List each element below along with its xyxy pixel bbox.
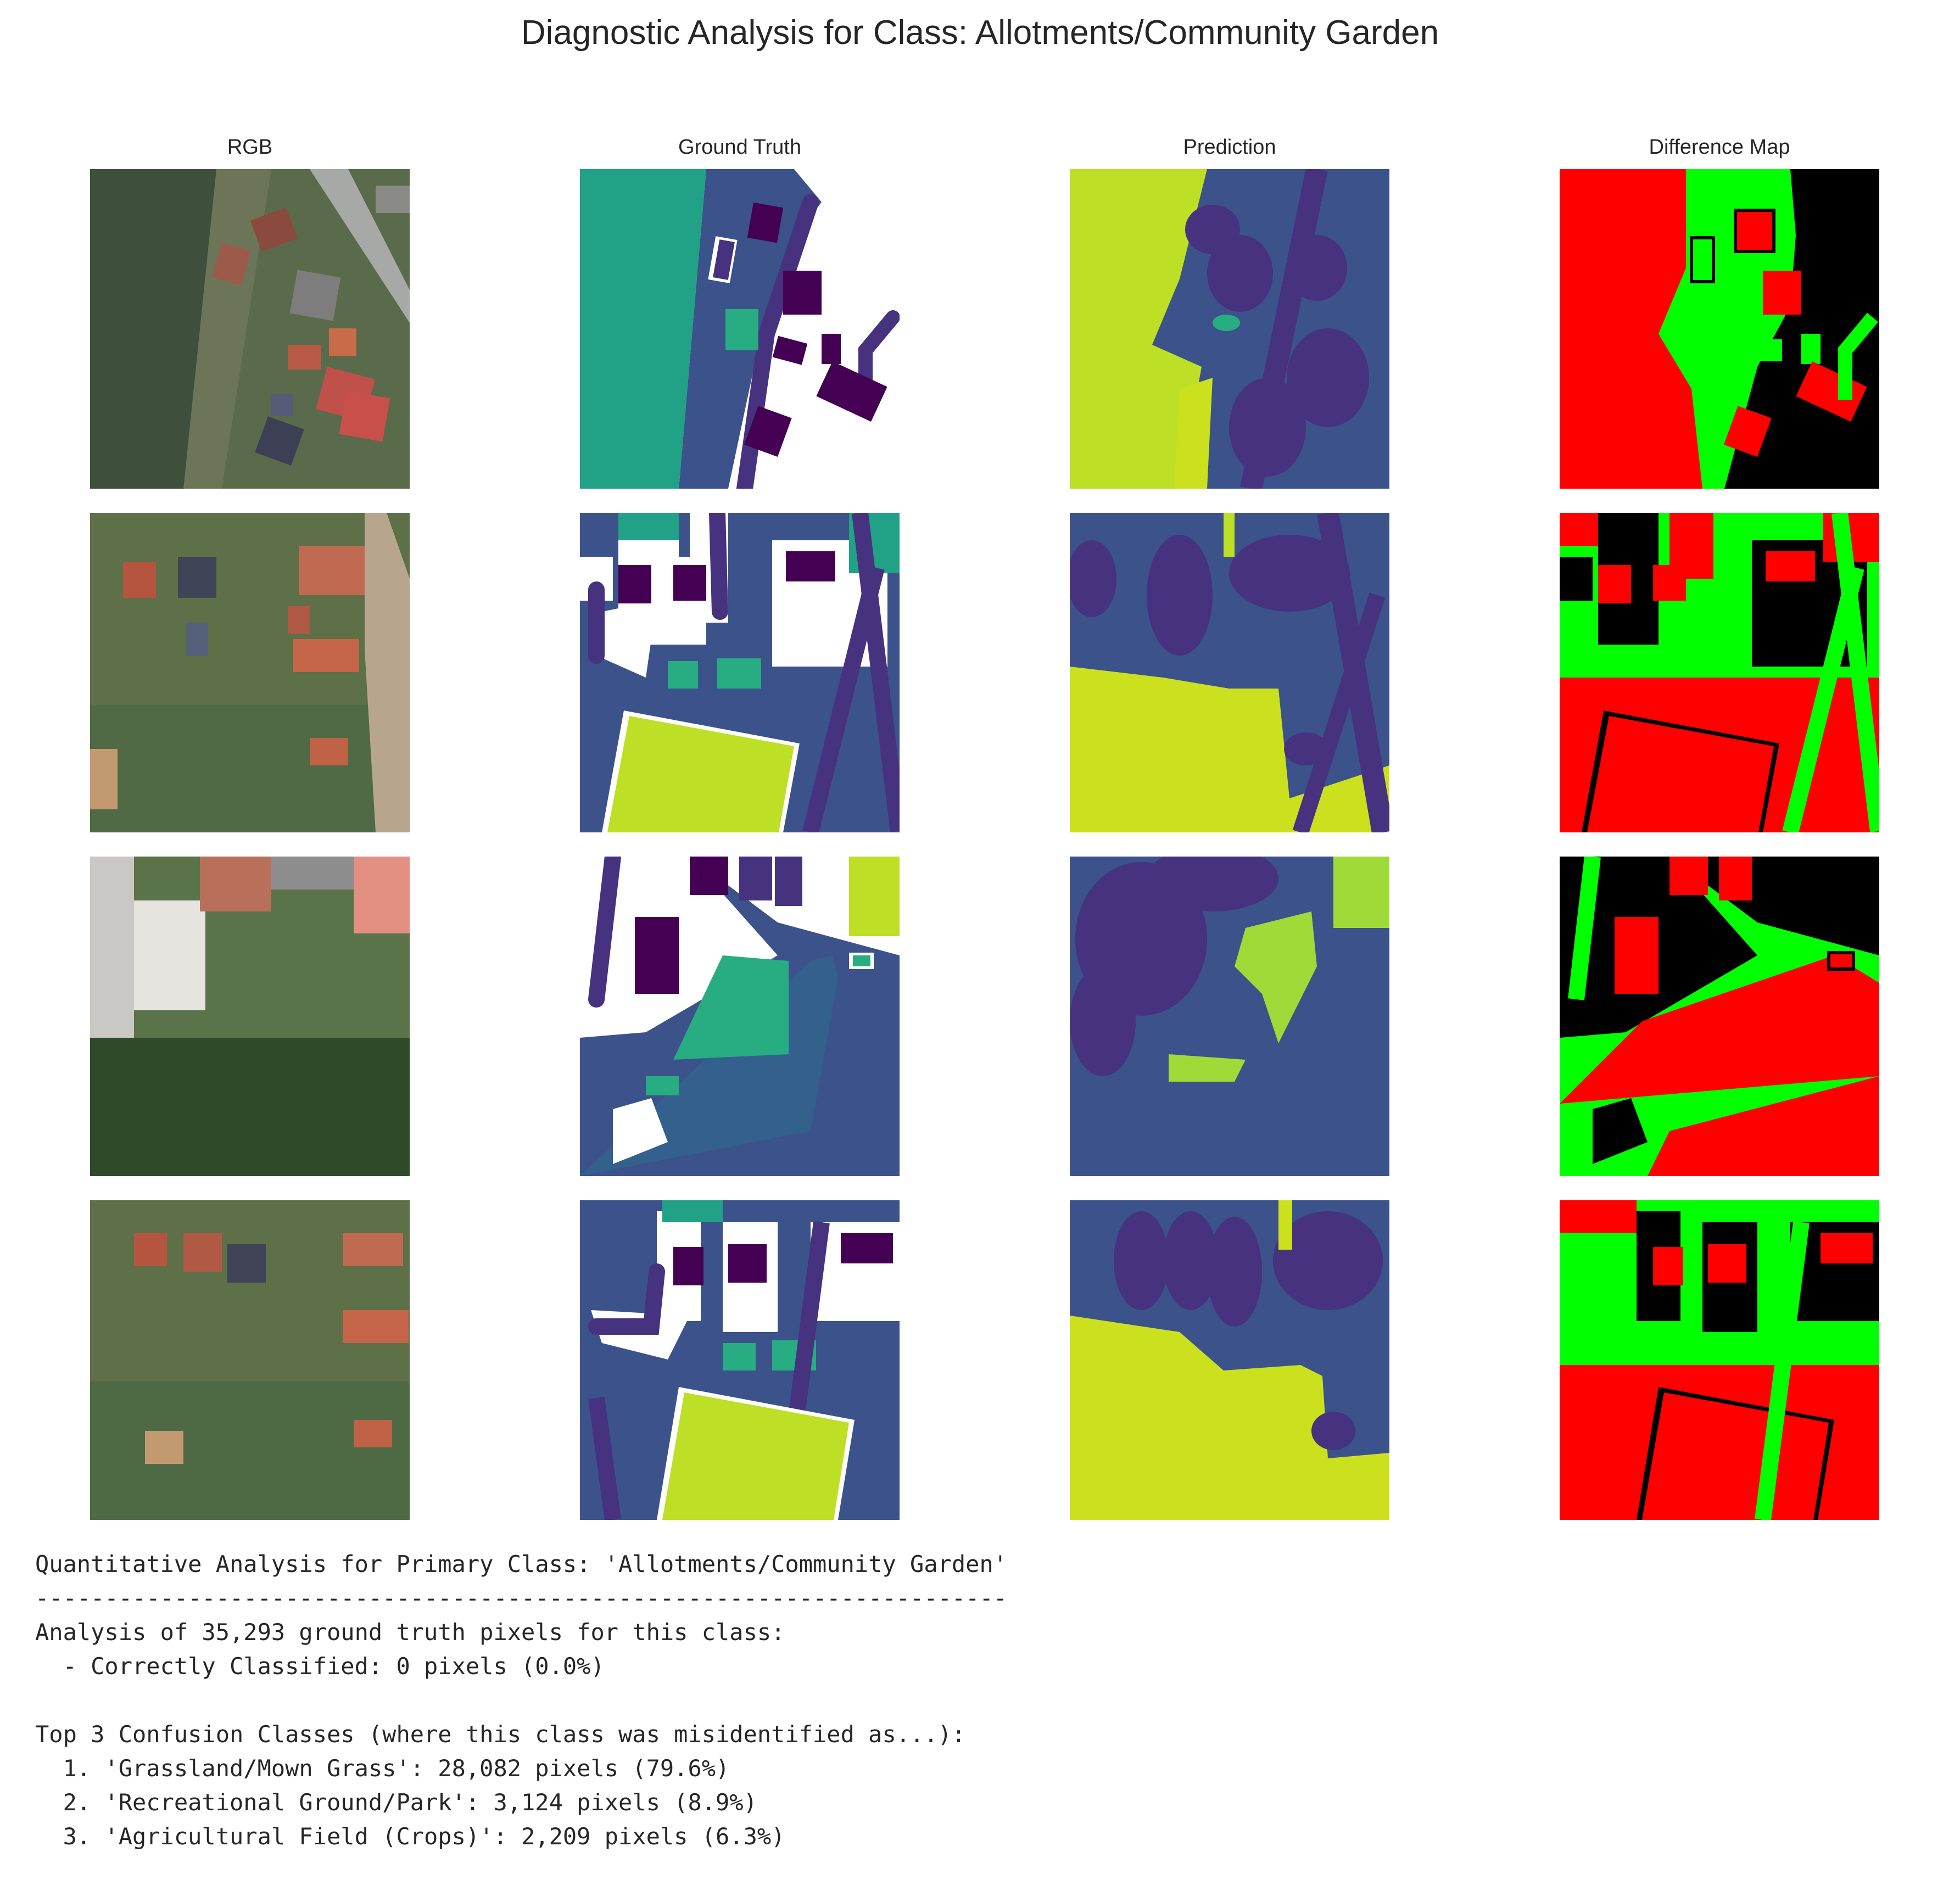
report-confusion-heading: Top 3 Confusion Classes (where this clas… — [35, 1721, 966, 1748]
column-title-ground-truth: Ground Truth — [678, 136, 801, 159]
difference-map-row-2 — [1560, 513, 1879, 832]
rgb-image-row-2 — [90, 513, 410, 832]
report-blank-line — [35, 1683, 1007, 1717]
prediction-mask-row-1 — [1070, 169, 1389, 489]
report-separator: ----------------------------------------… — [35, 1585, 1008, 1612]
prediction-mask-row-4 — [1070, 1200, 1389, 1520]
column-title-difference-map: Difference Map — [1649, 136, 1790, 159]
rgb-image-row-4 — [90, 1200, 410, 1520]
report-confusion-item: 3. 'Agricultural Field (Crops)': 2,209 p… — [35, 1823, 785, 1850]
ground-truth-mask-row-4 — [580, 1200, 900, 1520]
quantitative-analysis-report: Quantitative Analysis for Primary Class:… — [35, 1547, 1007, 1854]
difference-map-row-4 — [1560, 1200, 1879, 1520]
figure-title: Diagnostic Analysis for Class: Allotment… — [521, 14, 1439, 52]
rgb-image-row-1 — [90, 169, 410, 489]
report-summary: Analysis of 35,293 ground truth pixels f… — [35, 1619, 785, 1646]
report-correct-classified: - Correctly Classified: 0 pixels (0.0%) — [35, 1653, 605, 1680]
ground-truth-mask-row-1 — [580, 169, 900, 489]
report-heading: Quantitative Analysis for Primary Class:… — [35, 1551, 1008, 1577]
rgb-image-row-3 — [90, 857, 410, 1176]
prediction-mask-row-2 — [1070, 513, 1389, 832]
ground-truth-mask-row-3 — [580, 857, 900, 1176]
column-title-prediction: Prediction — [1183, 136, 1276, 159]
report-confusion-item: 2. 'Recreational Ground/Park': 3,124 pix… — [35, 1789, 757, 1816]
difference-map-row-1 — [1560, 169, 1879, 489]
ground-truth-mask-row-2 — [580, 513, 900, 832]
prediction-mask-row-3 — [1070, 857, 1389, 1176]
report-confusion-item: 1. 'Grassland/Mown Grass': 28,082 pixels… — [35, 1755, 730, 1782]
column-title-rgb: RGB — [227, 136, 273, 159]
difference-map-row-3 — [1560, 857, 1879, 1176]
